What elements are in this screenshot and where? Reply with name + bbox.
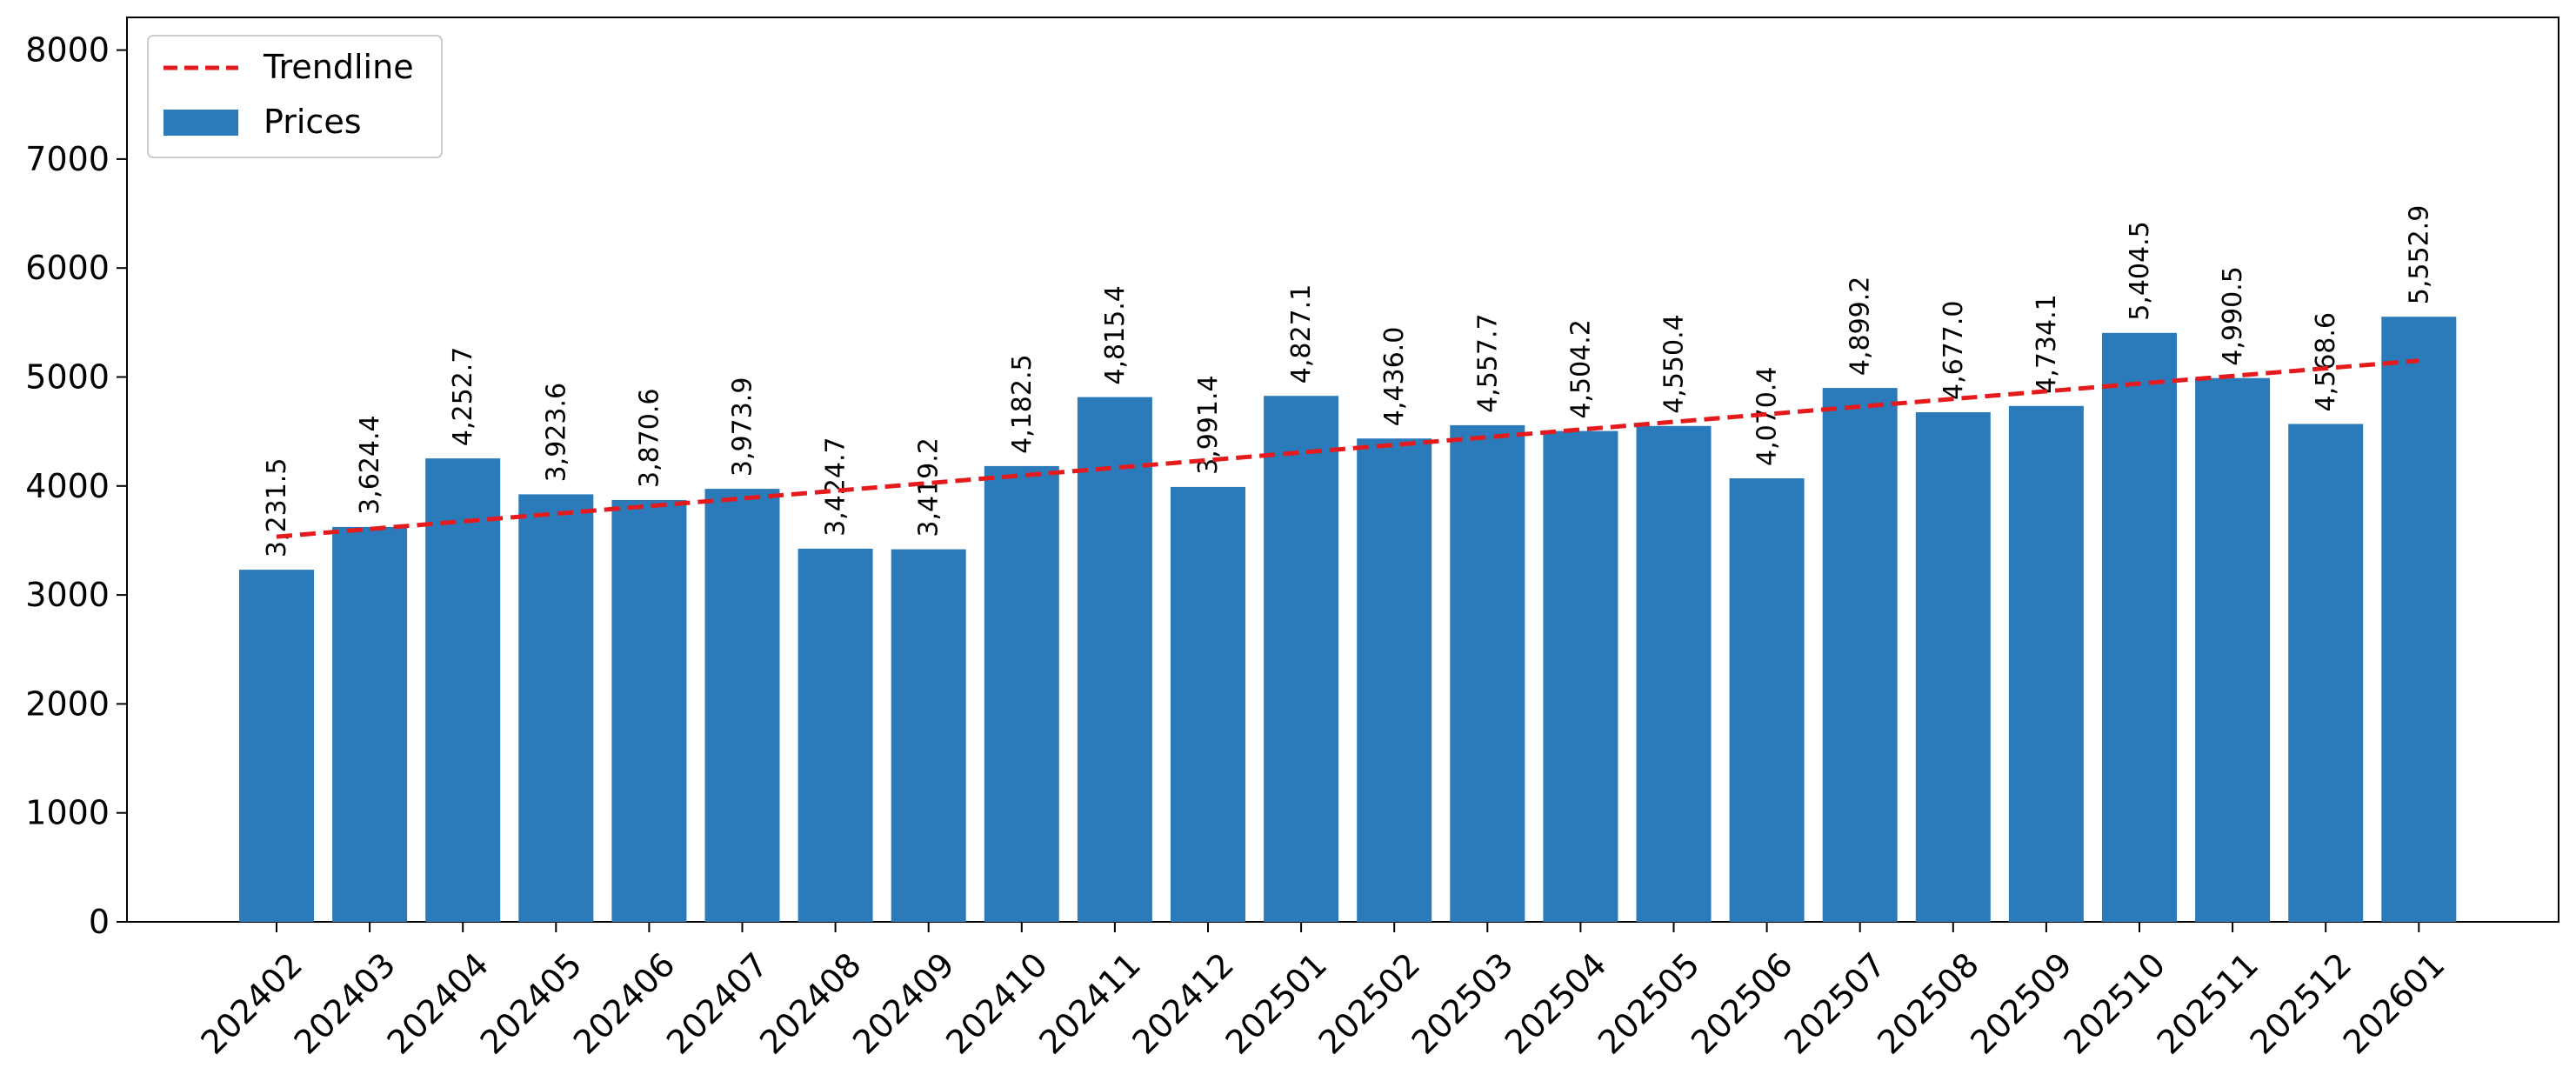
bar-202402 (239, 570, 314, 922)
x-tick-label-202406: 202406 (566, 945, 683, 1062)
x-tick-label-202411: 202411 (1031, 945, 1148, 1062)
plot-frame (126, 17, 2559, 923)
legend-prices-label: Prices (264, 103, 362, 141)
bar-value-label-202408: 3,424.7 (821, 437, 851, 537)
bar-202405 (518, 494, 594, 922)
y-tick-label-7000: 7000 (25, 140, 110, 178)
bar-value-label-202508: 4,677.0 (1939, 300, 1969, 400)
x-tick-label-202407: 202407 (659, 945, 776, 1062)
x-tick-label-202410: 202410 (938, 945, 1055, 1062)
bar-202508 (1915, 412, 1991, 922)
bar-202504 (1543, 430, 1618, 923)
y-axis: 0 1000 2000 3000 4000 5000 6000 7000 8000 (25, 31, 127, 941)
bar-value-label-202509: 4,734.1 (2032, 294, 2062, 394)
y-tick-label-3000: 3000 (25, 576, 110, 614)
x-tick-label-202508: 202508 (1870, 945, 1986, 1062)
x-axis: 2024022024032024042024052024062024072024… (193, 922, 2452, 1062)
x-tick-label-202512: 202512 (2243, 945, 2359, 1062)
x-tick-label-202405: 202405 (473, 945, 590, 1062)
legend: Trendline Prices (147, 35, 443, 158)
y-tick-label-5000: 5000 (25, 358, 110, 397)
legend-prices-swatch (164, 110, 238, 136)
bar-value-label-202510: 5,404.5 (2125, 221, 2155, 321)
x-tick-label-202402: 202402 (193, 945, 310, 1062)
y-tick-label-8000: 8000 (25, 31, 110, 70)
x-tick-label-202412: 202412 (1124, 945, 1241, 1062)
bar-202410 (984, 465, 1059, 922)
x-tick-label-202511: 202511 (2150, 945, 2266, 1062)
y-tick-label-6000: 6000 (25, 249, 110, 287)
bar-202510 (2102, 332, 2177, 922)
bar-value-label-202507: 4,899.2 (1845, 277, 1876, 377)
bar-value-label-202402: 3,231.5 (262, 458, 292, 558)
bar-value-label-202511: 4,990.5 (2218, 266, 2248, 366)
bar-value-label-202411: 4,815.4 (1100, 285, 1131, 385)
x-tick-label-202601: 202601 (2336, 945, 2453, 1062)
bar-value-label-202409: 3,419.2 (914, 437, 944, 537)
bar-202505 (1636, 425, 1712, 922)
bar-202411 (1077, 397, 1152, 923)
bar-202404 (425, 458, 501, 922)
bar-202403 (332, 526, 408, 922)
bar-value-label-202407: 3,973.9 (728, 377, 758, 477)
y-tick-label-4000: 4000 (25, 467, 110, 505)
x-tick-label-202507: 202507 (1777, 945, 1893, 1062)
x-tick-label-202503: 202503 (1405, 945, 1521, 1062)
y-tick-label-0: 0 (89, 903, 110, 941)
trendline-group (276, 358, 2419, 539)
bar-202408 (797, 548, 873, 922)
bar-202506 (1729, 478, 1805, 922)
bar-value-label-202406: 3,870.6 (634, 388, 664, 488)
bar-value-label-202404: 4,252.7 (448, 347, 478, 447)
bar-202407 (704, 489, 780, 922)
bar-202507 (1822, 388, 1898, 923)
y-tick-label-1000: 1000 (25, 794, 110, 832)
bar-value-label-202410: 4,182.5 (1007, 354, 1038, 454)
x-tick-label-202501: 202501 (1218, 945, 1335, 1062)
bar-202412 (1171, 486, 1245, 922)
bar-value-label-202503: 4,557.7 (1472, 313, 1503, 413)
x-tick-label-202502: 202502 (1311, 945, 1428, 1062)
bar-value-label-202403: 3,624.4 (355, 415, 385, 515)
x-tick-label-202505: 202505 (1591, 945, 1707, 1062)
bar-value-label-202601: 5,552.9 (2404, 205, 2434, 305)
x-tick-label-202403: 202403 (287, 945, 404, 1062)
bars-group (239, 317, 2457, 923)
bar-202501 (1264, 396, 1339, 922)
bar-value-label-202505: 4,550.4 (1659, 314, 1690, 414)
bar-value-label-202405: 3,923.6 (541, 383, 571, 483)
x-tick-label-202408: 202408 (752, 945, 869, 1062)
bar-202406 (611, 500, 687, 922)
legend-trendline-label: Trendline (263, 48, 414, 86)
x-tick-label-202506: 202506 (1684, 945, 1800, 1062)
x-tick-label-202404: 202404 (380, 945, 497, 1062)
y-tick-label-2000: 2000 (25, 684, 110, 723)
bar-202503 (1450, 424, 1525, 922)
bar-value-label-202502: 4,436.0 (1379, 327, 1410, 427)
trendline (276, 358, 2419, 539)
x-tick-label-202510: 202510 (2056, 945, 2172, 1062)
bar-202502 (1357, 438, 1432, 922)
bar-202409 (891, 549, 966, 922)
x-tick-label-202409: 202409 (845, 945, 962, 1062)
bar-202601 (2381, 317, 2457, 922)
bar-202509 (2008, 405, 2084, 922)
x-tick-label-202509: 202509 (1963, 945, 2079, 1062)
x-tick-label-202504: 202504 (1498, 945, 1614, 1062)
bar-202512 (2288, 424, 2364, 922)
bar-value-label-202504: 4,504.2 (1565, 319, 1596, 419)
bar-202511 (2195, 377, 2271, 922)
bar-value-label-202501: 4,827.1 (1286, 284, 1317, 384)
bar-labels-group: 3,231.5 3,624.4 4,252.7 3,923.6 3,870.6 3,973… (262, 205, 2434, 557)
bar-value-label-202512: 4,568.6 (2311, 312, 2341, 412)
